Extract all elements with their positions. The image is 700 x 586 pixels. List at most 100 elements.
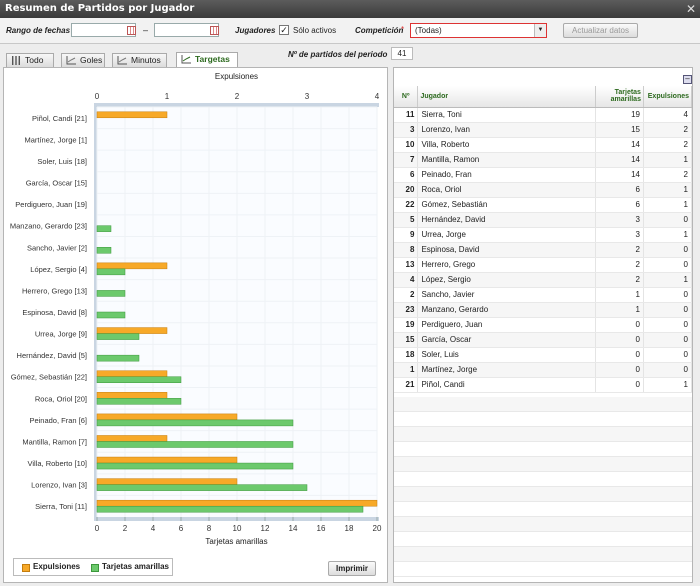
bottom-tick-label: 4 <box>151 524 156 533</box>
table-row[interactable]: 20 Roca, Oriol 6 1 <box>394 182 693 198</box>
table-row[interactable]: 23 Manzano, Gerardo 1 0 <box>394 302 693 318</box>
row-player-name: Espinosa, David <box>417 242 597 258</box>
table-row[interactable]: 19 Perdiguero, Juan 0 0 <box>394 317 693 333</box>
category-label: Herrero, Grego [13] <box>22 286 87 295</box>
tab-targetas[interactable]: Targetas <box>176 52 238 67</box>
table-row[interactable]: 21 Piñol, Candi 0 1 <box>394 377 693 393</box>
top-axis-band <box>95 103 379 107</box>
row-number: 7 <box>394 152 419 168</box>
category-label: Manzano, Gerardo [23] <box>10 222 87 231</box>
row-red-cards: 0 <box>643 332 693 348</box>
chart-icon <box>66 56 76 65</box>
empty-table-row <box>394 457 692 472</box>
legend-swatch-amarillas <box>91 564 99 572</box>
bar-expulsiones <box>96 262 168 270</box>
row-number: 20 <box>394 182 419 198</box>
row-number: 23 <box>394 302 419 318</box>
column-header-num[interactable]: Nº <box>394 86 419 108</box>
bar-tarjetas-amarillas <box>96 311 126 319</box>
chevron-down-icon[interactable]: ▼ <box>534 24 546 37</box>
category-label: Sancho, Javier [2] <box>27 243 87 252</box>
empty-table-row <box>394 517 692 532</box>
calendar-from-icon[interactable] <box>127 26 136 35</box>
table-row[interactable]: 8 Espinosa, David 2 0 <box>394 242 693 258</box>
tab-todo[interactable]: Todo <box>6 53 54 67</box>
row-number: 5 <box>394 212 419 228</box>
table-row[interactable]: 15 García, Oscar 0 0 <box>394 332 693 348</box>
row-red-cards: 1 <box>643 152 693 168</box>
table-row[interactable]: 22 Gómez, Sebastián 6 1 <box>394 197 693 213</box>
table-row[interactable]: 3 Lorenzo, Ivan 15 2 <box>394 122 693 138</box>
tab-goles[interactable]: Goles <box>61 53 105 67</box>
collapse-icon[interactable]: – <box>683 75 692 84</box>
date-separator: – <box>143 25 149 35</box>
close-icon[interactable]: ✕ <box>685 2 696 16</box>
row-player-name: Hernández, David <box>417 212 597 228</box>
column-header-player[interactable]: Jugador <box>417 86 597 108</box>
refresh-data-button[interactable]: Actualizar datos <box>563 23 638 38</box>
column-header-yellow[interactable]: Tarjetas amarillas <box>595 86 644 108</box>
empty-table-row <box>394 427 692 442</box>
category-label: Gómez, Sebastián [22] <box>11 373 87 382</box>
table-row[interactable]: 6 Peinado, Fran 14 2 <box>394 167 693 183</box>
row-number: 3 <box>394 122 419 138</box>
active-only-checkbox[interactable]: ✓ <box>279 25 289 35</box>
table-row[interactable]: 5 Hernández, David 3 0 <box>394 212 693 228</box>
row-red-cards: 1 <box>643 227 693 243</box>
table-row[interactable]: 1 Martínez, Jorge 0 0 <box>394 362 693 378</box>
row-yellow-cards: 1 <box>595 287 644 303</box>
table-row[interactable]: 13 Herrero, Grego 2 0 <box>394 257 693 273</box>
row-player-name: Sancho, Javier <box>417 287 597 303</box>
table-row[interactable]: 7 Mantilla, Ramon 14 1 <box>394 152 693 168</box>
row-player-name: Sierra, Toni <box>417 107 597 123</box>
print-button[interactable]: Imprimir <box>328 561 376 576</box>
row-player-name: Urrea, Jorge <box>417 227 597 243</box>
empty-table-row <box>394 502 692 517</box>
table-row[interactable]: 2 Sancho, Javier 1 0 <box>394 287 693 303</box>
row-red-cards: 1 <box>643 377 693 393</box>
bottom-tick-label: 6 <box>179 524 184 533</box>
row-number: 8 <box>394 242 419 258</box>
table-row[interactable]: 9 Urrea, Jorge 3 1 <box>394 227 693 243</box>
tab-minutos[interactable]: Minutos <box>112 53 167 67</box>
table-row[interactable]: 18 Soler, Luis 0 0 <box>394 347 693 363</box>
row-yellow-cards: 0 <box>595 362 644 378</box>
row-player-name: García, Oscar <box>417 332 597 348</box>
row-red-cards: 0 <box>643 347 693 363</box>
matches-count: 41 <box>391 47 413 60</box>
category-label: Roca, Oriol [20] <box>35 394 87 403</box>
bar-expulsiones <box>96 392 168 399</box>
table-row[interactable]: 4 López, Sergio 2 1 <box>394 272 693 288</box>
row-yellow-cards: 0 <box>595 347 644 363</box>
empty-table-row <box>394 562 692 577</box>
bar-tarjetas-amarillas <box>96 484 308 491</box>
row-red-cards: 0 <box>643 362 693 378</box>
bar-expulsiones <box>96 413 238 421</box>
bar-expulsiones <box>96 456 238 464</box>
bar-expulsiones <box>96 478 238 485</box>
table-row[interactable]: 11 Sierra, Toni 19 4 <box>394 107 693 123</box>
bar-tarjetas-amarillas <box>96 354 140 362</box>
row-number: 6 <box>394 167 419 183</box>
row-red-cards: 2 <box>643 137 693 153</box>
category-label: Lorenzo, Ivan [3] <box>31 481 87 490</box>
bar-tarjetas-amarillas <box>96 462 294 470</box>
empty-table-row <box>394 412 692 427</box>
bar-tarjetas-amarillas <box>96 290 126 297</box>
row-yellow-cards: 3 <box>595 212 644 228</box>
row-red-cards: 0 <box>643 287 693 303</box>
row-number: 1 <box>394 362 419 378</box>
empty-table-row <box>394 397 692 412</box>
row-red-cards: 0 <box>643 317 693 333</box>
column-header-red[interactable]: Expulsiones <box>643 86 693 108</box>
empty-table-row <box>394 487 692 502</box>
row-yellow-cards: 19 <box>595 107 644 123</box>
category-label: Villa, Roberto [10] <box>28 459 87 468</box>
bar-tarjetas-amarillas <box>96 247 112 254</box>
row-red-cards: 2 <box>643 122 693 138</box>
calendar-to-icon[interactable] <box>210 26 219 35</box>
competition-select[interactable]: (Todas) ▼ <box>410 23 547 38</box>
date-range-label: Rango de fechas <box>6 26 71 35</box>
table-row[interactable]: 10 Villa, Roberto 14 2 <box>394 137 693 153</box>
top-axis-title: Expulsiones <box>214 72 259 81</box>
